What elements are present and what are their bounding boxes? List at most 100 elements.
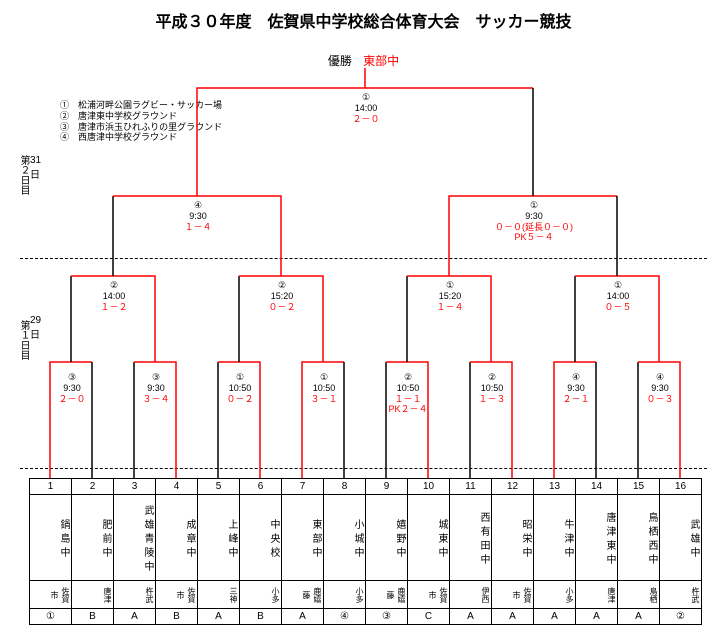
- team-num: 5: [198, 479, 240, 495]
- team-city: 小多: [534, 581, 576, 609]
- team-num: 16: [660, 479, 702, 495]
- team-seed: A: [114, 609, 156, 625]
- champion-line: 優勝 東部中: [0, 52, 727, 69]
- r1-6-venue: ②: [452, 372, 532, 383]
- team-name: 鳥栖西中: [618, 495, 660, 581]
- r1-5-venue: ②: [368, 372, 448, 383]
- team-name: 肥前中: [72, 495, 114, 581]
- team-name: 昭栄中: [492, 495, 534, 581]
- team-seed: A: [492, 609, 534, 625]
- team-num: 1: [30, 479, 72, 495]
- team-city: 佐賀市: [492, 581, 534, 609]
- team-num: 12: [492, 479, 534, 495]
- match-sf1: ④ 9:30 １－４: [158, 200, 238, 232]
- team-seed: ④: [324, 609, 366, 625]
- match-r1-8: ④ 9:30 ０－３: [620, 372, 700, 404]
- qf1-venue: ②: [74, 280, 154, 291]
- day-divider-1: [20, 258, 707, 259]
- r1-8-time: 9:30: [620, 383, 700, 394]
- sf1-venue: ④: [158, 200, 238, 211]
- team-city: 佐賀市: [408, 581, 450, 609]
- venue-legend: ① 松浦河畔公園ラグビー・サッカー場 ② 唐津東中学校グラウンド ③ 唐津市浜玉…: [60, 100, 222, 143]
- match-qf3: ① 15:20 １－４: [410, 280, 490, 312]
- team-seed: A: [282, 609, 324, 625]
- sf2-venue: ①: [494, 200, 574, 211]
- team-seed: A: [198, 609, 240, 625]
- team-city: 佐賀市: [30, 581, 72, 609]
- r1-8-score: ０－３: [620, 394, 700, 405]
- team-seed: ③: [366, 609, 408, 625]
- match-r1-3: ① 10:50 ０－２: [200, 372, 280, 404]
- r1-1-venue: ③: [32, 372, 112, 383]
- page-title: 平成３０年度 佐賀県中学校総合体育大会 サッカー競技: [0, 8, 727, 32]
- team-city: 三神: [198, 581, 240, 609]
- sf1-time: 9:30: [158, 211, 238, 222]
- venue-1: ① 松浦河畔公園ラグビー・サッカー場: [60, 100, 222, 111]
- match-sf2: ① 9:30 ０－０(延長０－０) PK５－４: [494, 200, 574, 243]
- team-name: 牛津中: [534, 495, 576, 581]
- r1-2-score: ３－４: [116, 394, 196, 405]
- qf4-venue: ①: [578, 280, 658, 291]
- team-city: 小多: [240, 581, 282, 609]
- sf1-score: １－４: [158, 222, 238, 233]
- r1-3-score: ０－２: [200, 394, 280, 405]
- sf2-time: 9:30: [494, 211, 574, 222]
- qf1-time: 14:00: [74, 291, 154, 302]
- team-seed: ②: [660, 609, 702, 625]
- team-num: 11: [450, 479, 492, 495]
- day1-label: 第１日目: [18, 320, 29, 360]
- team-seed: B: [72, 609, 114, 625]
- r1-6-score: １－３: [452, 394, 532, 405]
- r1-1-score: ２－０: [32, 394, 112, 405]
- match-r1-4: ① 10:50 ３－１: [284, 372, 364, 404]
- qf2-score: ０－２: [242, 302, 322, 313]
- team-seed: A: [534, 609, 576, 625]
- team-num: 7: [282, 479, 324, 495]
- champion-name: 東部中: [363, 54, 399, 68]
- qf3-time: 15:20: [410, 291, 490, 302]
- team-city: 杵武: [114, 581, 156, 609]
- team-name: 武雄中: [660, 495, 702, 581]
- team-num: 6: [240, 479, 282, 495]
- champion-label: 優勝: [328, 54, 352, 68]
- team-num: 4: [156, 479, 198, 495]
- day2-label: 第２日目: [18, 155, 29, 195]
- r1-4-venue: ①: [284, 372, 364, 383]
- day-divider-2: [20, 468, 707, 469]
- final-venue: ①: [326, 92, 406, 103]
- r1-5-score: １－１: [368, 394, 448, 405]
- day2-date: 31日: [30, 155, 41, 181]
- match-r1-1: ③ 9:30 ２－０: [32, 372, 112, 404]
- venue-3: ③ 唐津市浜玉ひれふりの里グラウンド: [60, 122, 222, 133]
- qf4-time: 14:00: [578, 291, 658, 302]
- team-name: 東部中: [282, 495, 324, 581]
- team-city: 杵武: [660, 581, 702, 609]
- team-num: 10: [408, 479, 450, 495]
- team-seed: A: [618, 609, 660, 625]
- r1-7-score: ２－１: [536, 394, 616, 405]
- r1-2-time: 9:30: [116, 383, 196, 394]
- team-seed: C: [408, 609, 450, 625]
- team-city: 鳥栖: [618, 581, 660, 609]
- team-name: 城東中: [408, 495, 450, 581]
- team-name: 小城中: [324, 495, 366, 581]
- sf2-score: ０－０(延長０－０): [494, 222, 574, 233]
- bracket-svg: [0, 0, 727, 478]
- team-num: 15: [618, 479, 660, 495]
- team-seed: A: [450, 609, 492, 625]
- r1-3-venue: ①: [200, 372, 280, 383]
- team-name: 成章中: [156, 495, 198, 581]
- qf3-venue: ①: [410, 280, 490, 291]
- team-name: 中央校: [240, 495, 282, 581]
- team-name: 西有田中: [450, 495, 492, 581]
- match-r1-5: ② 10:50 １－１ PK２－４: [368, 372, 448, 415]
- venue-2: ② 唐津東中学校グラウンド: [60, 111, 222, 122]
- r1-4-time: 10:50: [284, 383, 364, 394]
- team-city: 小多: [324, 581, 366, 609]
- match-r1-6: ② 10:50 １－３: [452, 372, 532, 404]
- qf4-score: ０－５: [578, 302, 658, 313]
- team-num: 9: [366, 479, 408, 495]
- match-qf4: ① 14:00 ０－５: [578, 280, 658, 312]
- match-r1-7: ④ 9:30 ２－１: [536, 372, 616, 404]
- team-num: 3: [114, 479, 156, 495]
